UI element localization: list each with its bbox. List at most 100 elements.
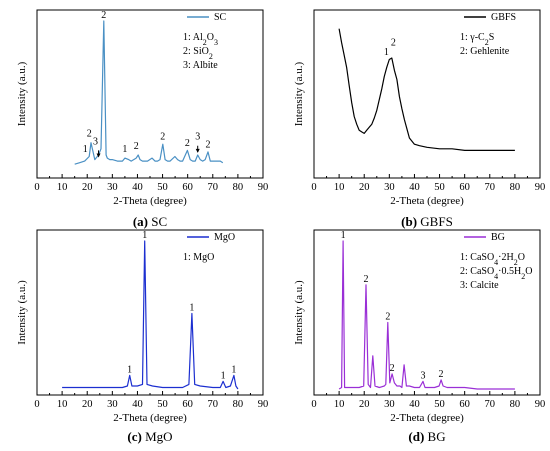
- peak-label: 2: [439, 369, 444, 380]
- x-tick-label: 70: [208, 182, 219, 193]
- peak-label: 2: [206, 139, 211, 150]
- series-line: [62, 240, 239, 390]
- peak-label: 1: [341, 230, 346, 241]
- panel-sc: 0 10 20 30 40 50 60 70 80 90 2-Theta (degree) Inten…: [16, 9, 269, 229]
- x-tick-label: 60: [459, 399, 470, 410]
- x-axis-label: 2-Theta (degree): [113, 195, 187, 207]
- y-axis-label: Intensity (a.u.): [293, 280, 305, 345]
- peak-label: 1: [221, 370, 226, 381]
- x-tick-label: 60: [182, 399, 193, 410]
- x-tick-label: 40: [409, 182, 420, 193]
- x-tick-label: 80: [510, 182, 521, 193]
- x-tick-label: 20: [359, 182, 370, 193]
- x-tick-label: 30: [384, 399, 395, 410]
- x-tick-label: 80: [233, 182, 244, 193]
- peak-label: 2: [160, 132, 165, 143]
- panel-caption: (a) SC: [133, 214, 167, 229]
- peak-label: 3: [93, 136, 98, 147]
- x-tick-label: 70: [485, 399, 496, 410]
- plot-frame: [36, 9, 264, 179]
- panel-caption: (c) MgO: [127, 429, 172, 444]
- x-tick-label: 70: [485, 182, 496, 193]
- phase-entry: 3: Albite: [183, 60, 218, 71]
- x-tick-label: 10: [334, 399, 345, 410]
- peak-label: 1: [142, 230, 147, 241]
- peak-label: 2: [363, 274, 368, 285]
- y-axis-label: Intensity (a.u.): [293, 61, 305, 126]
- peak-label: 1: [231, 364, 236, 375]
- x-tick-label: 70: [208, 399, 219, 410]
- arrow-head: [195, 148, 200, 153]
- x-tick-label: 10: [57, 182, 68, 193]
- peak-label: 2: [87, 129, 92, 140]
- peak-label: 2: [385, 312, 390, 323]
- x-tick-label: 80: [510, 399, 521, 410]
- peak-label: 1: [127, 364, 132, 375]
- phase-entry: 1: γ-C2S: [460, 32, 494, 47]
- x-axis-label: 2-Theta (degree): [390, 412, 464, 424]
- panel-mgo: 0 10 20 30 40 50 60 70 80 90 2-Theta (degree) Inten…: [16, 229, 268, 444]
- y-axis-label: Intensity (a.u.): [16, 61, 28, 126]
- x-tick-label: 40: [132, 182, 143, 193]
- x-tick-label: 10: [57, 399, 68, 410]
- peak-label: 1: [189, 302, 194, 313]
- peak-label: 3: [420, 370, 425, 381]
- x-tick-label: 0: [34, 182, 39, 193]
- peak-label: 1: [83, 144, 88, 155]
- x-tick-label: 90: [258, 182, 269, 193]
- peak-label: 3: [195, 132, 200, 143]
- x-tick-label: 20: [82, 182, 93, 193]
- x-tick-label: 40: [409, 399, 420, 410]
- x-tick-label: 60: [182, 182, 193, 193]
- x-tick-label: 50: [434, 182, 445, 193]
- series-line: [74, 20, 224, 165]
- plot-frame: [36, 229, 264, 396]
- x-tick-label: 80: [233, 399, 244, 410]
- x-tick-label: 20: [359, 399, 370, 410]
- x-axis-label: 2-Theta (degree): [113, 412, 187, 424]
- peak-label: 2: [391, 38, 396, 49]
- phase-entry: 1: CaSO4·2H2O: [460, 252, 525, 267]
- x-tick-label: 50: [157, 182, 168, 193]
- panel-gbfs: 0 10 20 30 40 50 60 70 80 90 2-Theta (degree) Inten…: [293, 9, 546, 229]
- peak-label: 2: [134, 141, 139, 152]
- x-tick-label: 40: [132, 399, 143, 410]
- legend-label: BG: [491, 232, 505, 243]
- x-axis-label: 2-Theta (degree): [390, 195, 464, 207]
- y-axis-label: Intensity (a.u.): [16, 280, 28, 345]
- arrow-head: [96, 153, 101, 158]
- peak-label: 1: [122, 144, 127, 155]
- x-tick-label: 50: [157, 399, 168, 410]
- x-tick-label: 90: [535, 399, 546, 410]
- phase-entry: 1: Al2O3: [183, 32, 218, 47]
- x-tick-label: 30: [107, 399, 118, 410]
- panel-caption: (b) GBFS: [401, 214, 453, 229]
- panel-bg: 0 10 20 30 40 50 60 70 80 90 2-Theta (degree) Inten…: [293, 229, 546, 444]
- legend-label: MgO: [214, 232, 235, 243]
- x-tick-label: 0: [311, 182, 316, 193]
- x-tick-label: 30: [384, 182, 395, 193]
- legend-label: GBFS: [491, 12, 516, 23]
- peak-label: 2: [185, 138, 190, 149]
- peak-label: 1: [384, 47, 389, 58]
- legend-label: SC: [214, 12, 227, 23]
- x-tick-label: 60: [459, 182, 470, 193]
- panel-caption: (d) BG: [408, 429, 445, 444]
- x-tick-label: 0: [311, 399, 316, 410]
- series-line: [338, 28, 515, 151]
- x-tick-label: 90: [535, 182, 546, 193]
- phase-entry: 2: Gehlenite: [460, 46, 510, 57]
- x-tick-label: 20: [82, 399, 93, 410]
- x-tick-label: 10: [334, 182, 345, 193]
- peak-label: 2: [390, 363, 395, 374]
- phase-entry: 1: MgO: [183, 252, 214, 263]
- x-tick-label: 30: [107, 182, 118, 193]
- x-tick-label: 50: [434, 399, 445, 410]
- phase-entry: 2: CaSO4·0.5H2O: [460, 266, 532, 281]
- x-tick-label: 0: [34, 399, 39, 410]
- series-line: [338, 240, 515, 390]
- peak-label: 2: [101, 10, 106, 21]
- phase-entry: 2: SiO2: [183, 46, 213, 61]
- phase-entry: 3: Calcite: [460, 280, 499, 291]
